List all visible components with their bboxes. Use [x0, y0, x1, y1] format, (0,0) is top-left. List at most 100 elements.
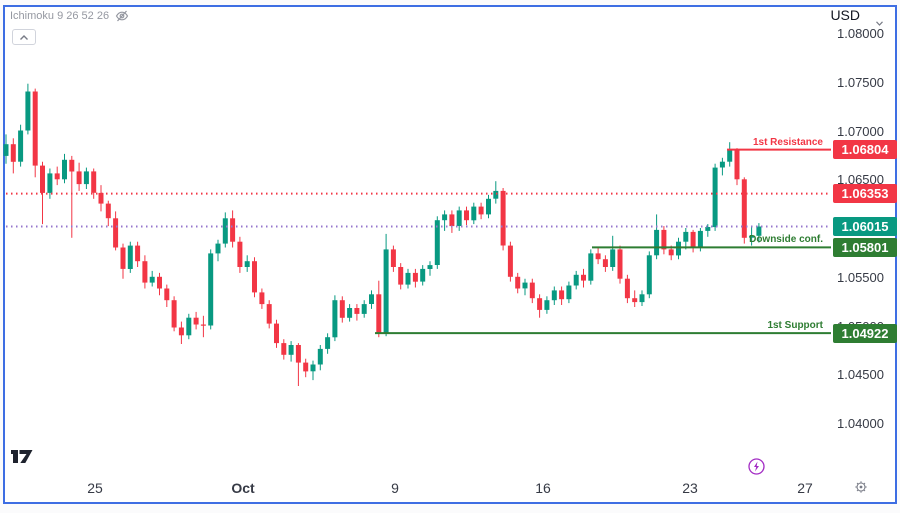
candle-body [515, 276, 521, 289]
candle-body [361, 304, 367, 314]
candle-body [186, 317, 192, 336]
candle-body [237, 241, 243, 267]
candle-body [442, 214, 448, 221]
candle-body [559, 290, 565, 300]
candle-body [354, 308, 360, 314]
chevron-down-icon[interactable] [876, 13, 883, 31]
candle-body [581, 274, 586, 281]
legend-collapse-button[interactable] [12, 29, 36, 45]
candle-body [40, 165, 45, 193]
candle-body [208, 253, 214, 326]
candle-body [478, 206, 484, 215]
gear-icon[interactable] [855, 480, 867, 498]
candle-body [91, 171, 97, 193]
candle-body [25, 91, 31, 131]
candle-body [157, 276, 162, 289]
price-tick: 1.07000 [837, 123, 884, 139]
price-tick: 1.04000 [837, 416, 884, 431]
candle-body [127, 245, 133, 269]
candle-body [661, 229, 667, 250]
candle-body [347, 308, 353, 318]
tradingview-logo[interactable] [11, 448, 33, 469]
candle-body [69, 159, 75, 172]
candle-body [398, 267, 404, 285]
candle-body [456, 210, 462, 226]
candle-body [230, 218, 236, 242]
candle-body [142, 261, 148, 283]
candle-body [303, 362, 309, 372]
time-tick: Oct [231, 480, 255, 496]
candle-body [544, 300, 550, 310]
candle-body [332, 300, 338, 338]
candle-body [551, 290, 557, 301]
candle-body [522, 282, 528, 289]
candle-body [749, 235, 755, 238]
flash-boost-icon[interactable] [748, 458, 765, 480]
candle-body [383, 249, 389, 334]
candle-body [632, 298, 638, 303]
candle-body [98, 192, 104, 204]
candle-body [756, 226, 762, 236]
candle-body [697, 230, 703, 247]
candle-body [486, 198, 491, 215]
candle-body [135, 245, 141, 262]
price-badge-current-price: 1.06015 [833, 217, 897, 237]
level-label-first-resistance: 1st Resistance [752, 136, 823, 148]
candle-body [676, 241, 681, 256]
candle-body [339, 300, 345, 318]
candle-body [639, 294, 645, 303]
candle-body [54, 173, 60, 180]
candle-body [602, 259, 608, 267]
candle-body [683, 231, 689, 242]
candle-body [83, 171, 89, 185]
candle-body [288, 345, 294, 355]
candle-body [412, 272, 418, 282]
eye-hidden-icon[interactable] [115, 9, 129, 23]
candle-body [295, 345, 301, 363]
candle-body [266, 304, 272, 324]
candle-body [420, 268, 426, 282]
candle-body [668, 249, 674, 256]
candle-body [376, 294, 382, 334]
candle-body [32, 91, 38, 166]
price-badge-downside-confirmation: 1.05801 [833, 237, 897, 257]
candle-body [734, 150, 740, 180]
candle-body [727, 150, 733, 162]
candle-body [617, 249, 623, 279]
candle-body [390, 249, 396, 267]
candle-body [215, 243, 221, 254]
candle-body [654, 229, 660, 256]
candle-body [193, 317, 199, 325]
candle-body [317, 348, 323, 365]
price-tick: 1.08000 [837, 26, 884, 41]
candle-body [325, 337, 331, 349]
candle-body [537, 298, 543, 310]
candle-body [18, 130, 24, 162]
level-label-first-support: 1st Support [767, 320, 823, 332]
time-tick: 9 [391, 480, 399, 496]
price-tick: 1.04500 [837, 367, 884, 383]
indicator-label: Ichimoku 9 26 52 26 [10, 10, 110, 22]
candle-body [3, 144, 9, 156]
candle-body [573, 274, 579, 286]
candle-body [610, 249, 616, 267]
candle-body [405, 272, 411, 285]
candle-body [646, 255, 652, 295]
candle-body [427, 265, 433, 269]
candle-body [310, 364, 316, 372]
price-tick: 1.06500 [837, 172, 884, 188]
candle-body [149, 276, 155, 283]
currency-selector[interactable]: USD [830, 7, 860, 23]
chart-frame [3, 5, 897, 504]
candle-body [252, 261, 257, 293]
candle-body [244, 261, 250, 267]
candle-body [449, 214, 455, 227]
candle-body [529, 282, 535, 299]
chevron-up-icon [20, 34, 28, 40]
candle-body [178, 327, 184, 336]
candle-body [434, 220, 440, 265]
